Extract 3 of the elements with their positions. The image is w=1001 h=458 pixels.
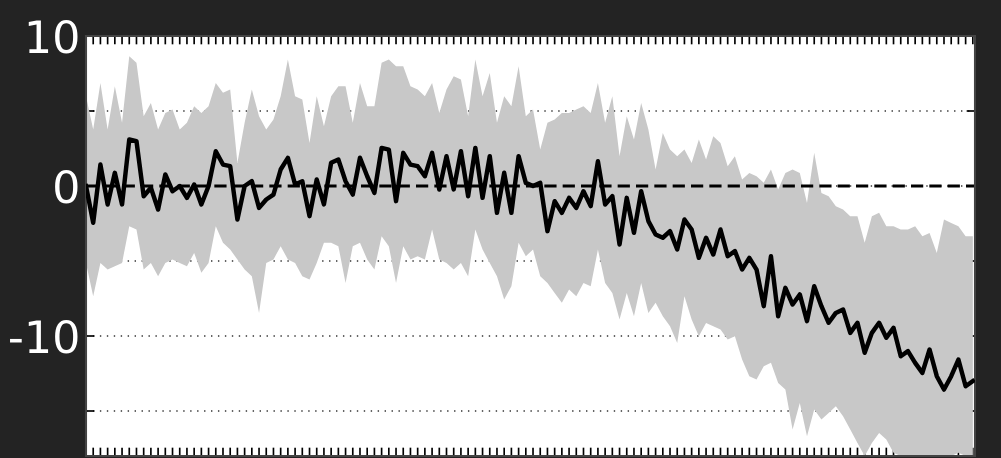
- y-tick-label: 0: [55, 169, 78, 204]
- y-tick-label: 10: [28, 19, 78, 54]
- y-tick-label: -10: [10, 319, 78, 354]
